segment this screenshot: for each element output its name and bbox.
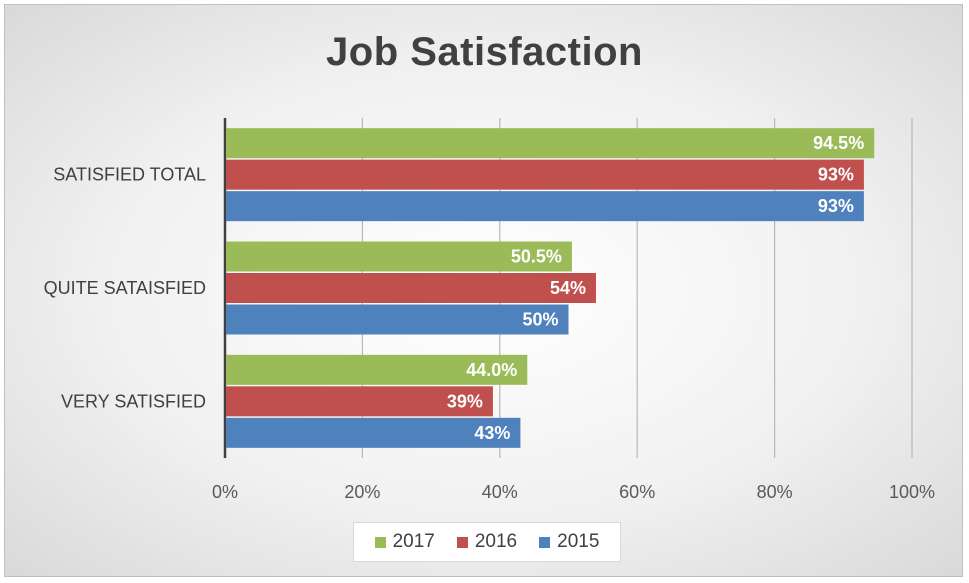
legend-label-2016: 2016	[474, 531, 518, 552]
bar	[226, 417, 521, 448]
legend-label-2015: 2015	[557, 531, 600, 552]
chart-title: Job Satisfaction	[326, 30, 643, 74]
bar	[226, 304, 569, 335]
bar	[226, 273, 596, 303]
legend-swatch-2017	[374, 536, 386, 548]
x-tick-label: 60%	[619, 482, 655, 502]
legend-swatch-2015	[539, 536, 551, 548]
x-tick-label: 20%	[344, 482, 380, 502]
data-label: 50.5%	[511, 247, 562, 267]
x-tick-label: 80%	[757, 482, 793, 502]
data-label: 54%	[550, 278, 586, 298]
legend-item-2017: 2017	[374, 531, 435, 553]
x-tick-label: 100%	[889, 482, 935, 502]
x-tick-label: 0%	[212, 482, 238, 502]
bar	[226, 241, 572, 272]
bar	[226, 128, 875, 159]
legend-item-2016: 2016	[456, 531, 518, 553]
data-label: 93%	[818, 165, 854, 185]
data-label: 94.5%	[813, 133, 864, 153]
bar	[226, 354, 528, 385]
legend-label-2017: 2017	[392, 531, 435, 552]
data-label: 44.0%	[466, 360, 517, 380]
bar	[226, 191, 864, 222]
bar	[226, 386, 493, 417]
category-label: SATISFIED TOTAL	[53, 165, 206, 185]
data-label: 43%	[474, 423, 510, 443]
x-tick-label: 40%	[482, 482, 518, 502]
legend-swatch-2016	[456, 536, 468, 548]
legend-item-2015: 2015	[539, 531, 599, 553]
bar	[226, 159, 864, 190]
category-label: QUITE SATAISFIED	[44, 278, 206, 298]
data-label: 39%	[447, 391, 483, 411]
legend: 2017 2016 2015	[353, 522, 621, 562]
data-label: 93%	[818, 196, 854, 216]
category-label: VERY SATISFIED	[61, 391, 206, 411]
data-label: 50%	[522, 310, 558, 330]
